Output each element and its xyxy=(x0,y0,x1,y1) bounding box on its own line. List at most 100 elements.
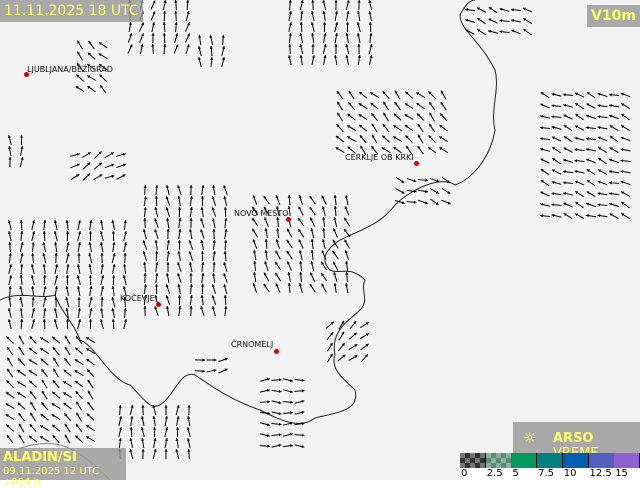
wind-arrow xyxy=(178,295,181,305)
wind-arrow xyxy=(609,159,618,163)
wind-arrow xyxy=(176,438,179,448)
wind-arrow xyxy=(176,416,179,426)
wind-arrow xyxy=(77,286,80,296)
wind-arrow xyxy=(190,306,193,316)
wind-arrow xyxy=(124,242,127,252)
wind-arrow xyxy=(190,207,193,217)
wind-arrow xyxy=(283,433,293,436)
wind-arrow xyxy=(335,22,338,32)
wind-arrow xyxy=(189,218,192,228)
variable-label: V10m xyxy=(587,5,640,27)
wind-arrow xyxy=(326,322,334,328)
wind-arrow xyxy=(64,370,72,376)
wind-arrow xyxy=(264,273,269,282)
wind-arrow xyxy=(295,434,305,437)
wind-arrow xyxy=(88,391,93,400)
wind-arrow xyxy=(112,286,115,296)
wind-arrow xyxy=(128,44,133,53)
wind-arrow xyxy=(253,283,257,292)
wind-arrow xyxy=(42,391,47,400)
wind-arrow xyxy=(64,358,70,366)
wind-arrow xyxy=(564,213,572,218)
wind-arrow xyxy=(224,218,227,228)
wind-arrow xyxy=(20,135,23,145)
legend-label: 5 xyxy=(512,468,518,479)
wind-arrow xyxy=(190,196,193,206)
wind-arrow xyxy=(155,273,158,283)
wind-arrow xyxy=(416,92,425,97)
wind-arrow xyxy=(465,19,475,23)
wind-arrow xyxy=(124,253,127,263)
wind-arrow xyxy=(7,380,14,387)
wind-arrow xyxy=(212,207,216,216)
wind-arrow xyxy=(310,228,313,238)
wind-arrow xyxy=(119,427,122,437)
wind-arrow xyxy=(177,273,181,282)
wind-arrow xyxy=(222,35,225,45)
wind-arrow xyxy=(586,203,595,207)
wind-arrow xyxy=(223,273,227,282)
wind-arrow xyxy=(19,297,22,307)
wind-arrow xyxy=(218,358,227,362)
wind-arrow xyxy=(129,22,132,32)
wind-arrow xyxy=(53,435,59,443)
wind-arrow xyxy=(540,148,550,151)
wind-arrow xyxy=(212,196,216,206)
city-marker xyxy=(274,349,279,354)
wind-arrow xyxy=(222,57,225,67)
wind-arrow xyxy=(334,0,337,10)
legend-label: 10 xyxy=(564,468,577,479)
wind-arrow xyxy=(327,332,333,340)
wind-arrow xyxy=(272,423,282,426)
wind-arrow xyxy=(18,413,24,421)
wind-arrow xyxy=(621,103,630,108)
wind-arrow xyxy=(540,137,550,140)
wind-arrow xyxy=(418,190,428,193)
wind-arrow xyxy=(75,348,83,355)
wind-arrow xyxy=(89,308,92,318)
wind-arrow xyxy=(224,306,227,316)
wind-arrow xyxy=(575,137,585,141)
wind-arrow xyxy=(428,147,436,153)
wind-arrow xyxy=(31,275,34,285)
wind-arrow xyxy=(348,102,355,110)
wind-arrow xyxy=(272,412,282,415)
wind-arrow xyxy=(323,22,326,32)
city-label: KOČEVJE xyxy=(120,294,155,303)
wind-arrow xyxy=(276,283,280,292)
city-marker xyxy=(156,302,161,307)
wind-arrow xyxy=(334,283,337,293)
wind-arrow xyxy=(200,306,204,316)
wind-arrow xyxy=(322,239,325,249)
wind-arrow xyxy=(587,191,596,196)
wind-arrow xyxy=(166,196,170,205)
wind-arrow xyxy=(429,102,435,110)
wind-arrow xyxy=(87,75,96,80)
wind-arrow xyxy=(382,147,390,152)
wind-arrow xyxy=(40,348,48,353)
wind-arrow xyxy=(333,228,337,237)
wind-arrow xyxy=(552,214,562,217)
wind-arrow xyxy=(563,170,573,173)
wind-arrow xyxy=(295,411,305,414)
wind-arrow xyxy=(30,391,36,399)
wind-arrow xyxy=(345,44,348,54)
wind-arrow xyxy=(29,370,37,375)
wind-arrow xyxy=(140,33,144,42)
wind-arrow xyxy=(586,214,596,217)
wind-arrow xyxy=(186,44,190,54)
wind-arrow xyxy=(575,202,583,208)
wind-arrow xyxy=(212,295,216,304)
wind-arrow xyxy=(154,218,158,227)
wind-arrow xyxy=(41,369,47,377)
wind-arrow xyxy=(20,275,23,285)
wind-arrow xyxy=(19,347,24,355)
wind-arrow xyxy=(29,381,37,388)
wind-arrow xyxy=(43,231,46,241)
wind-arrow xyxy=(223,185,227,194)
wind-arrow xyxy=(207,369,217,372)
wind-arrow xyxy=(477,8,486,13)
wind-arrow xyxy=(54,231,57,241)
wind-arrow xyxy=(189,229,192,239)
